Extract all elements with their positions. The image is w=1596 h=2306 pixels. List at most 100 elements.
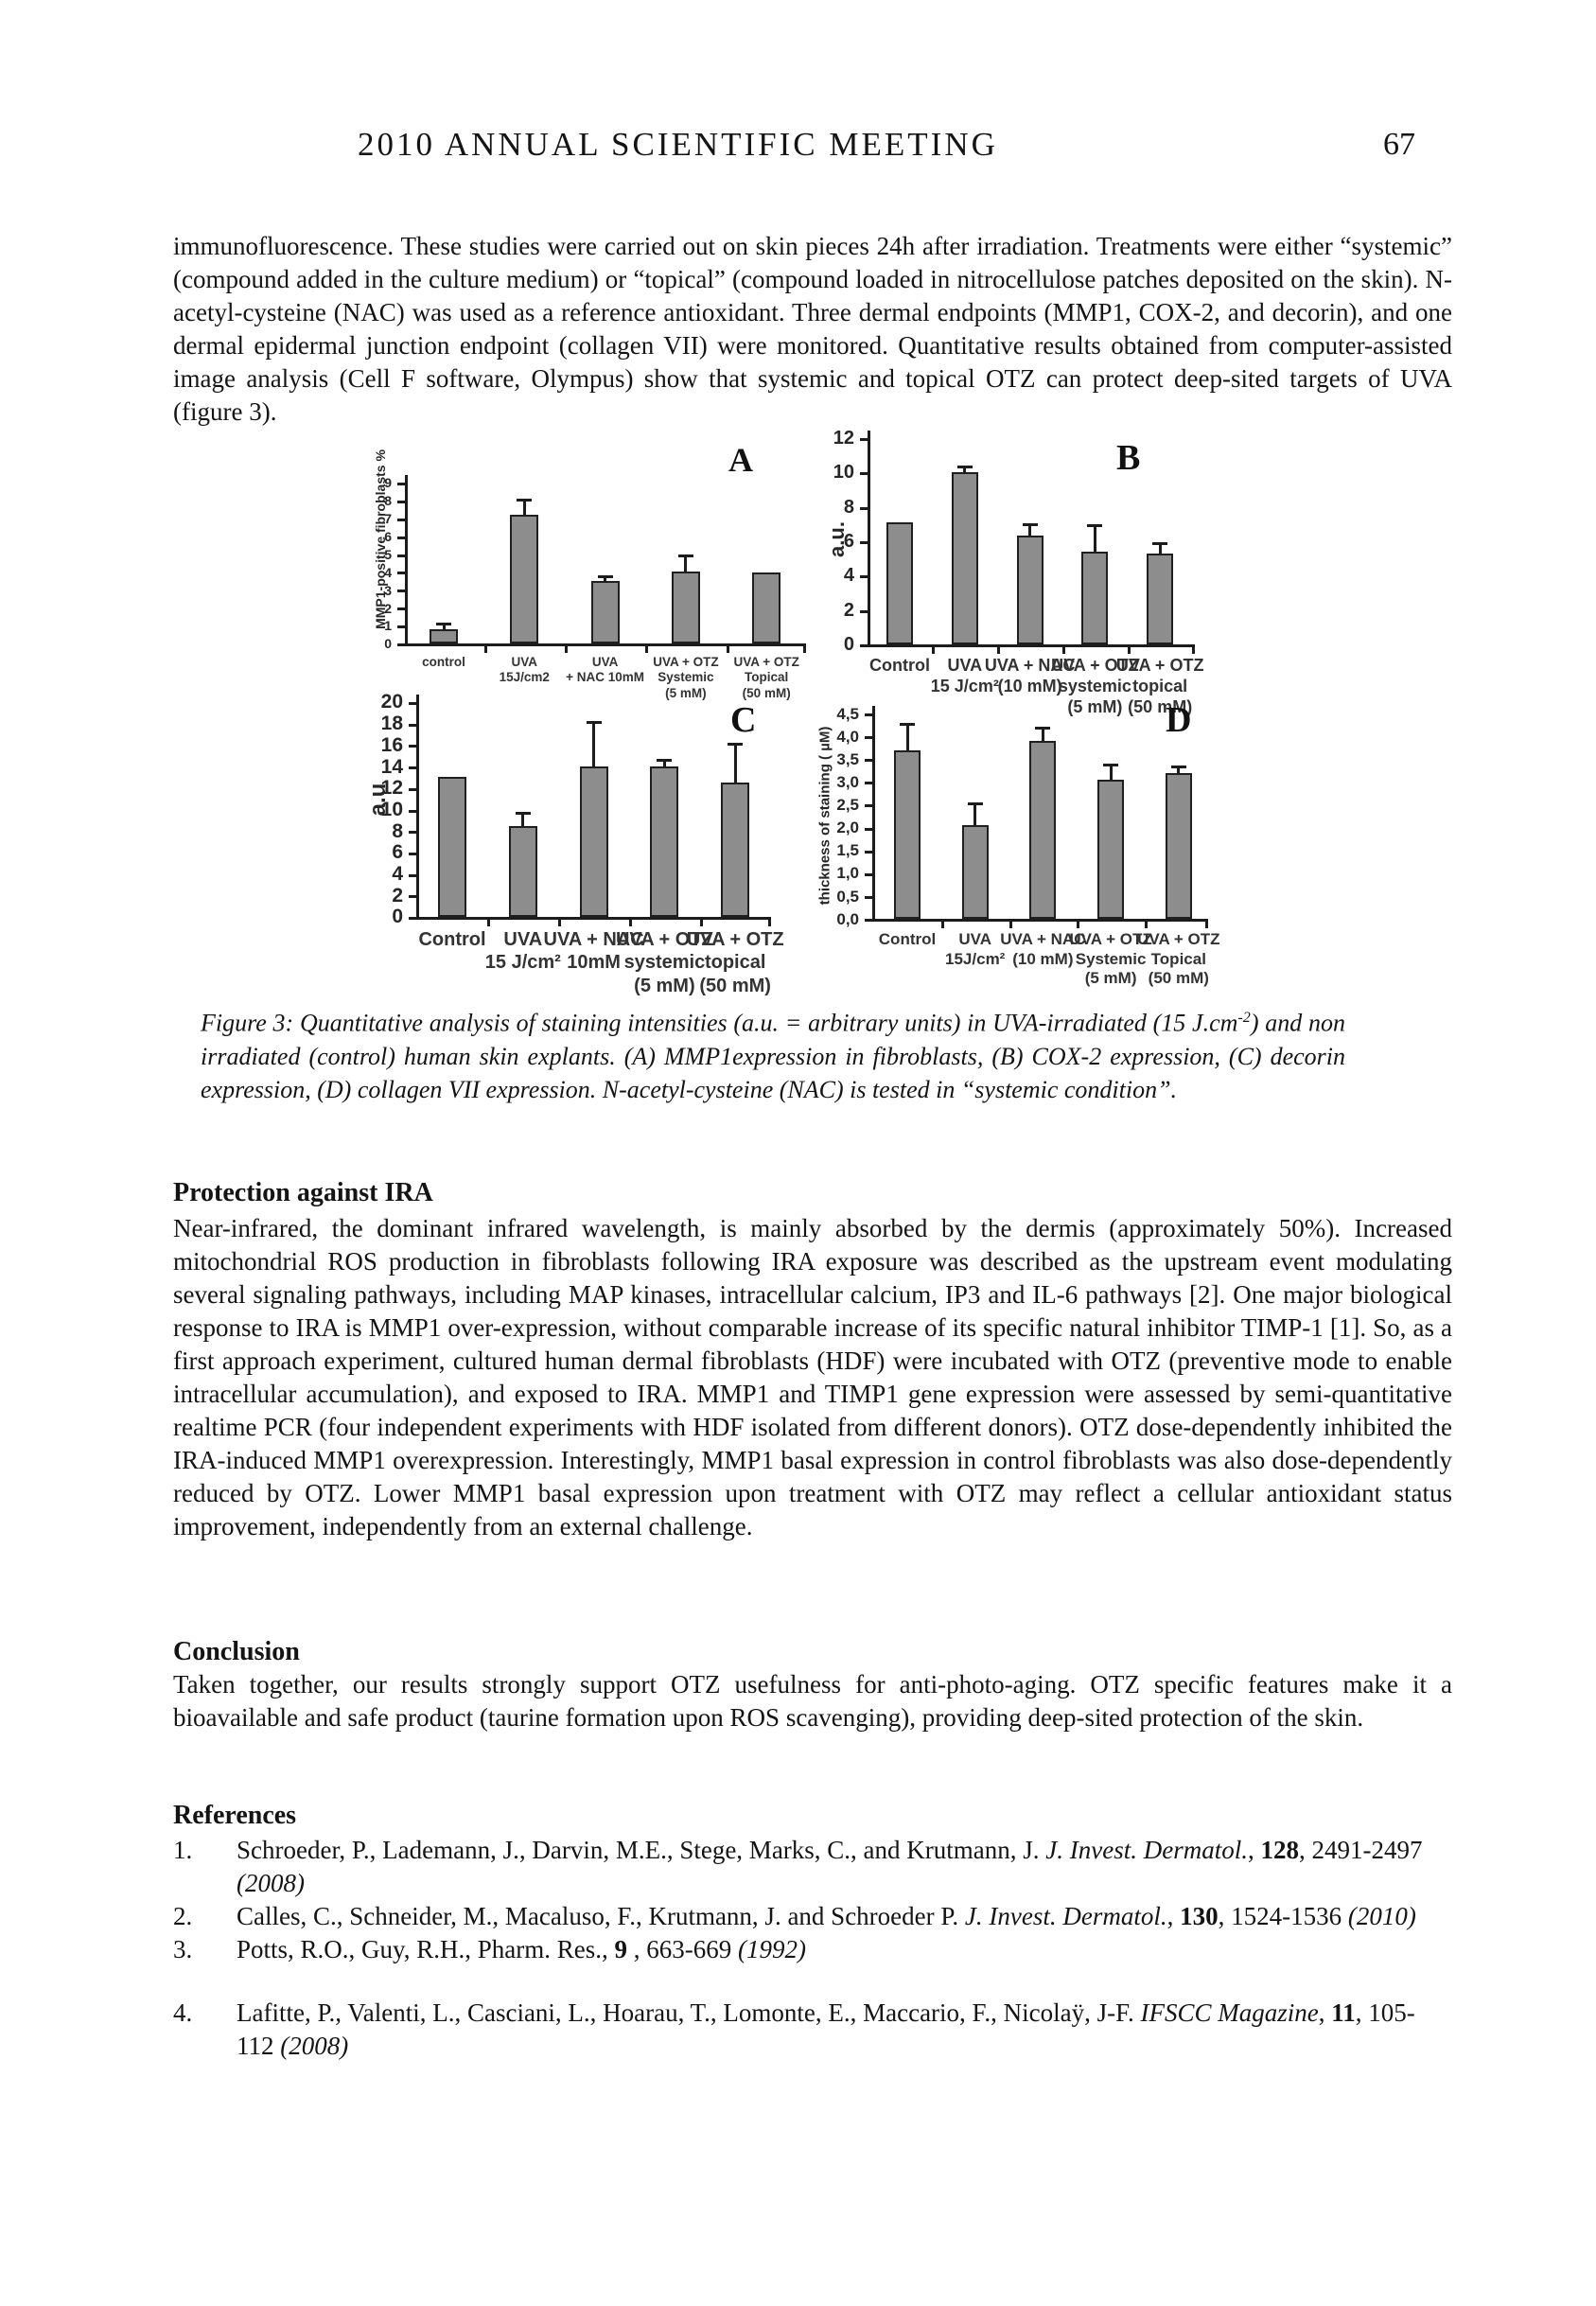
error-bar bbox=[1041, 727, 1044, 741]
y-tick-label: 14 bbox=[380, 755, 403, 778]
x-tick-label: UVA 15J/cm² bbox=[945, 930, 1006, 968]
bar bbox=[671, 572, 700, 643]
y-tick-label: 8 bbox=[384, 493, 392, 509]
error-bar bbox=[517, 499, 533, 502]
y-tick-label: 10 bbox=[833, 462, 854, 484]
axis-line bbox=[1205, 922, 1208, 928]
x-tick-label: UVA + OTZ systemic (5 mM) bbox=[1051, 656, 1139, 716]
y-tick-label: 6 bbox=[384, 528, 392, 544]
x-tick-label: UVA + NAC (10 mM) bbox=[984, 656, 1076, 695]
x-tick-label: Control bbox=[878, 930, 937, 948]
references-heading: References bbox=[173, 1801, 297, 1830]
axis-line bbox=[865, 804, 872, 808]
panel-label: A bbox=[728, 441, 753, 479]
y-tick-label: 0 bbox=[843, 634, 854, 655]
axis-line bbox=[860, 541, 868, 544]
bar bbox=[1147, 553, 1174, 644]
error-bar bbox=[597, 575, 613, 579]
reference-number: 1. bbox=[173, 1836, 193, 1864]
chart-panel-d: 0,0 0,5 1,0 1,5 2,0 2,5 3,0 3,5 4,0 4,5 Control UVA… bbox=[0, 0, 1596, 1041]
bar bbox=[1165, 772, 1192, 919]
y-tick-label: 16 bbox=[380, 733, 403, 756]
axis-line bbox=[865, 872, 872, 876]
axis-line bbox=[860, 506, 868, 510]
y-tick-label: 20 bbox=[380, 691, 403, 713]
x-tick-label: UVA + NAC 10mM bbox=[543, 929, 644, 974]
bar bbox=[886, 522, 913, 644]
intro-paragraph: immunofluorescence. These studies were c… bbox=[173, 232, 1452, 426]
y-tick-label: 6 bbox=[392, 841, 403, 864]
axis-line bbox=[865, 736, 872, 740]
section-heading-conclusion: Conclusion bbox=[173, 1637, 300, 1666]
axis-line bbox=[860, 472, 868, 476]
y-tick-label: 8 bbox=[392, 819, 403, 842]
y-tick-label: 4,0 bbox=[836, 727, 859, 746]
axis-line bbox=[409, 852, 416, 855]
axis-line bbox=[865, 782, 872, 785]
axis-line bbox=[405, 643, 806, 646]
axis-line bbox=[868, 644, 1195, 647]
error-bar bbox=[967, 802, 983, 806]
x-tick-label: Control bbox=[869, 656, 930, 675]
chart-panel-b: 0 2 4 6 8 10 12 Control UVA 15 J/cm² UVA + NAC (1… bbox=[0, 0, 1596, 1041]
conclusion-paragraph: Taken together, our results strongly sup… bbox=[173, 1670, 1452, 1732]
bar bbox=[951, 472, 978, 644]
figure-3: 0 1 2 3 4 5 6 7 8 9 control UVA 15J/cm2 UVA + NAC 10… bbox=[0, 0, 1596, 1041]
error-bar bbox=[963, 466, 967, 473]
error-bar bbox=[1022, 522, 1038, 526]
error-bar bbox=[657, 759, 673, 763]
axis-line bbox=[803, 646, 806, 653]
y-tick-label: 2,0 bbox=[836, 819, 859, 837]
axis-line bbox=[860, 575, 868, 579]
bar bbox=[894, 749, 921, 919]
axis-line bbox=[872, 919, 1208, 922]
axis-line bbox=[409, 745, 416, 748]
section-heading-protection-against-ira: Protection against IRA bbox=[173, 1178, 433, 1207]
y-tick-label: 12 bbox=[833, 428, 854, 449]
error-bar bbox=[522, 499, 526, 515]
axis-line bbox=[416, 917, 771, 920]
protection-against-ira-paragraph: Near-infrared, the dominant infrared wav… bbox=[173, 1214, 1452, 1540]
reference-text: Potts, R.O., Guy, R.H., Pharm. Res., 9 ,… bbox=[237, 1935, 807, 1963]
axis-line bbox=[1062, 647, 1065, 654]
y-tick-label: 3,5 bbox=[836, 749, 859, 768]
y-tick-label: 1,5 bbox=[836, 841, 859, 860]
axis-line bbox=[865, 713, 872, 716]
axis-line bbox=[409, 723, 416, 727]
y-tick-label: 3,0 bbox=[836, 772, 859, 791]
bar bbox=[430, 628, 458, 643]
axis-line bbox=[409, 895, 416, 899]
axis-line bbox=[397, 572, 405, 575]
x-tick-label: UVA + OTZ Topical (50 mM) bbox=[733, 655, 799, 700]
axis-line bbox=[645, 646, 649, 653]
reference-number: 3. bbox=[173, 1935, 193, 1963]
axis-line bbox=[487, 920, 491, 926]
bar bbox=[510, 515, 539, 643]
y-tick-label: 0 bbox=[392, 906, 403, 928]
axis-line bbox=[558, 920, 562, 926]
axis-line bbox=[940, 922, 944, 928]
y-tick-label: 2 bbox=[392, 884, 403, 907]
axis-line bbox=[768, 920, 771, 926]
axis-line bbox=[860, 609, 868, 613]
y-tick-label: 5 bbox=[384, 546, 392, 562]
y-tick-label: 7 bbox=[384, 511, 392, 527]
y-tick-label: 4,5 bbox=[836, 704, 859, 723]
error-bar bbox=[442, 623, 446, 629]
axis-line bbox=[397, 607, 405, 611]
axis-line bbox=[726, 646, 729, 653]
error-bar bbox=[900, 722, 915, 726]
axis-line bbox=[865, 827, 872, 831]
error-bar bbox=[586, 721, 602, 725]
error-bar bbox=[1035, 727, 1051, 731]
error-bar bbox=[1087, 523, 1103, 527]
error-bar bbox=[956, 466, 973, 469]
page-header-title: 2010 ANNUAL SCIENTIFIC MEETING bbox=[358, 126, 998, 163]
reference-text: Schroeder, P., Lademann, J., Darvin, M.E… bbox=[237, 1836, 1423, 1897]
error-bar bbox=[905, 722, 909, 750]
figure-caption: Figure 3: Quantitative analysis of stain… bbox=[201, 1009, 1345, 1103]
x-tick-label: control bbox=[422, 655, 465, 669]
y-tick-label: 10 bbox=[380, 798, 403, 820]
x-tick-label: UVA + NAC 10mM bbox=[566, 655, 645, 685]
